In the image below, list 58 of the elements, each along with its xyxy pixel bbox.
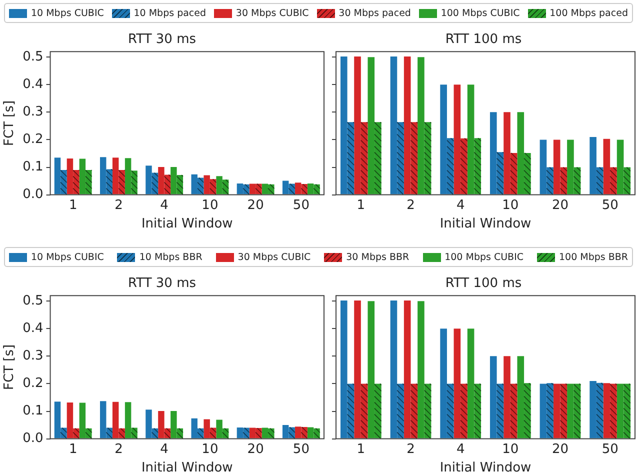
chart-title: RTT 100 ms: [445, 32, 522, 48]
y-tick-label: 0.4: [22, 321, 44, 336]
x-tick-label: 1: [356, 198, 366, 213]
x-axis-title: Initial Window: [141, 216, 234, 232]
y-tick-label: 0.1: [22, 160, 44, 175]
legend-label: 30 Mbps CUBIC: [238, 252, 311, 262]
x-tick-label: 50: [292, 198, 310, 213]
y-tick-label: 0.3: [22, 104, 44, 120]
x-tick-label: 2: [114, 442, 123, 457]
x-tick-label: 4: [456, 442, 465, 457]
chart-title: RTT 30 ms: [128, 32, 196, 48]
x-tick-label: 50: [292, 442, 310, 457]
legend-label: 100 Mbps CUBIC: [440, 8, 520, 18]
legend-label: 30 Mbps BBR: [346, 252, 410, 262]
legend-label: 10 Mbps CUBIC: [31, 8, 104, 18]
x-tick-label: 20: [247, 198, 264, 213]
x-tick-label: 2: [114, 198, 123, 213]
chart-title: RTT 30 ms: [128, 276, 196, 292]
x-tick-label: 10: [202, 442, 218, 457]
legend-label: 10 Mbps CUBIC: [31, 252, 104, 262]
y-tick-label: 0.5: [22, 49, 44, 64]
x-tick-label: 4: [160, 442, 168, 457]
x-tick-label: 4: [456, 198, 465, 213]
x-tick-label: 10: [502, 442, 519, 457]
y-tick-label: 0.5: [22, 293, 44, 308]
y-tick-label: 0.2: [22, 132, 44, 148]
x-tick-label: 1: [356, 442, 366, 457]
legend-label: 30 Mbps paced: [338, 8, 411, 18]
x-tick-label: 50: [602, 198, 618, 213]
legend-label: 100 Mbps BBR: [558, 252, 628, 262]
legend-label: 10 Mbps BBR: [139, 252, 202, 262]
x-tick-label: 2: [406, 442, 415, 457]
legend-label: 100 Mbps paced: [550, 8, 628, 18]
legend-label: 100 Mbps CUBIC: [444, 252, 524, 262]
x-axis-title: Initial Window: [440, 216, 532, 232]
y-axis-title: FCT [s]: [2, 100, 18, 146]
y-tick-label: 0.4: [22, 77, 44, 92]
legend-label: 10 Mbps paced: [134, 8, 206, 18]
x-tick-label: 20: [552, 442, 569, 457]
x-tick-label: 2: [406, 198, 415, 213]
y-tick-label: 0.3: [22, 348, 44, 364]
x-tick-label: 10: [502, 198, 519, 213]
y-tick-label: 0.1: [22, 404, 44, 419]
x-tick-label: 20: [552, 198, 569, 213]
y-tick-label: 0.0: [22, 431, 44, 446]
x-axis-title: Initial Window: [440, 460, 532, 476]
x-axis-title: Initial Window: [141, 460, 234, 476]
chart-title: RTT 100 ms: [445, 276, 522, 292]
x-tick-label: 4: [160, 198, 168, 213]
x-tick-label: 10: [202, 198, 218, 213]
y-tick-label: 0.2: [22, 376, 44, 392]
x-tick-label: 1: [68, 442, 78, 457]
x-tick-label: 20: [247, 442, 264, 457]
x-tick-label: 1: [68, 198, 78, 213]
x-tick-label: 50: [602, 442, 618, 457]
y-tick-label: 0.0: [22, 187, 44, 202]
legend-label: 30 Mbps CUBIC: [236, 8, 309, 18]
y-axis-title: FCT [s]: [2, 344, 18, 390]
